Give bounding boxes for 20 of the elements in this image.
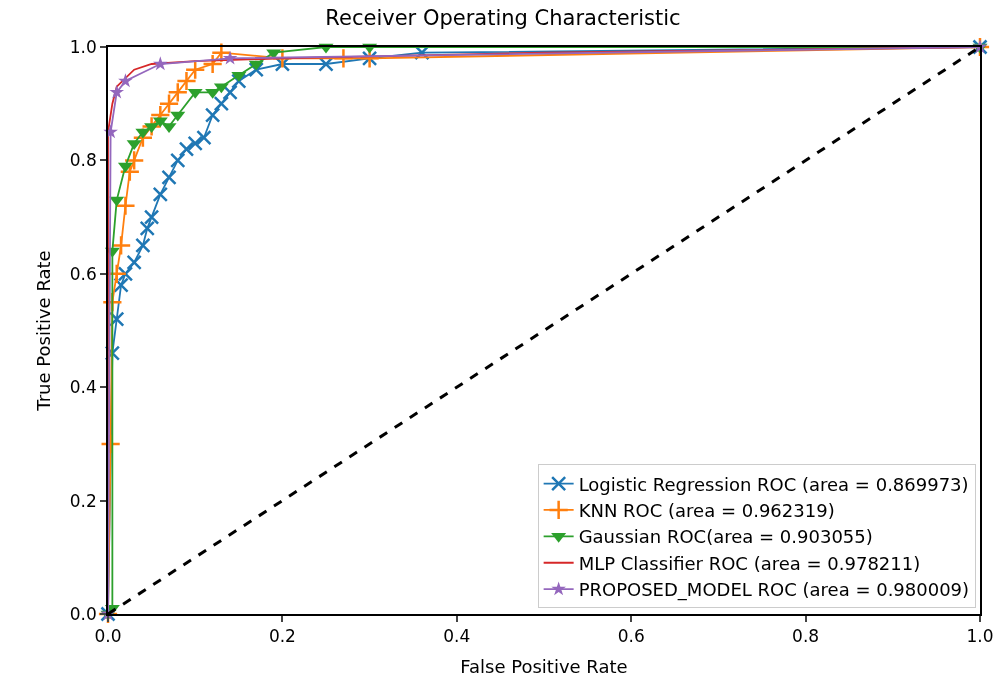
legend-label: Logistic Regression ROC (area = 0.869973) bbox=[578, 473, 969, 495]
chart-title: Receiver Operating Characteristic bbox=[325, 6, 681, 31]
y-tick-label: 0.0 bbox=[69, 603, 97, 624]
legend-label: KNN ROC (area = 0.962319) bbox=[578, 499, 835, 521]
y-tick-label: 0.4 bbox=[69, 377, 97, 398]
legend-label: PROPOSED_MODEL ROC (area = 0.980009) bbox=[578, 579, 970, 602]
y-tick-label: 0.6 bbox=[69, 263, 97, 284]
x-tick-label: 0.6 bbox=[617, 626, 645, 647]
legend-label: MLP Classifier ROC (area = 0.978211) bbox=[578, 552, 921, 574]
x-tick-label: 1.0 bbox=[966, 626, 994, 647]
x-tick-label: 0.0 bbox=[94, 626, 122, 647]
x-axis-title: False Positive Rate bbox=[460, 655, 628, 677]
y-tick-label: 0.2 bbox=[69, 490, 97, 511]
x-tick-label: 0.4 bbox=[443, 626, 471, 647]
y-tick-label: 0.8 bbox=[69, 150, 97, 171]
y-tick-label: 1.0 bbox=[69, 36, 97, 57]
legend-label: Gaussian ROC(area = 0.903055) bbox=[578, 526, 873, 548]
x-tick-label: 0.2 bbox=[268, 626, 296, 647]
y-axis-title: True Positive Rate bbox=[32, 250, 54, 412]
x-tick-label: 0.8 bbox=[792, 626, 820, 647]
